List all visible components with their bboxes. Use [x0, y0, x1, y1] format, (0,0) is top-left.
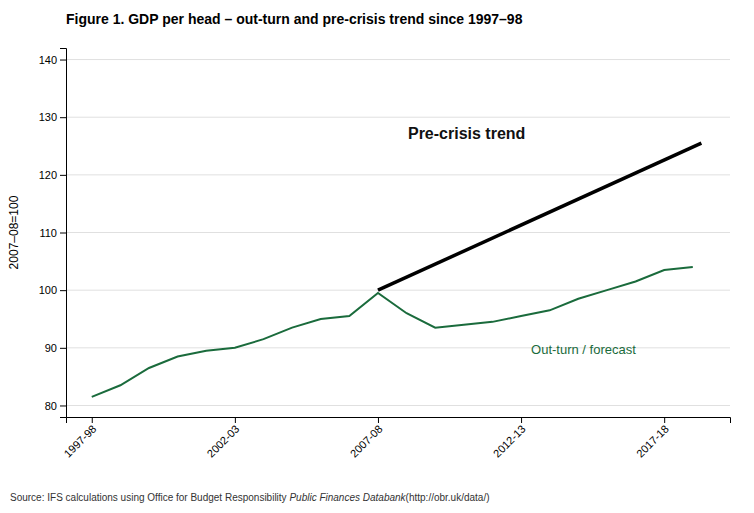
x-tick: 2012-13: [491, 417, 528, 460]
title: Figure 1. GDP per head – out-turn and pr…: [66, 11, 523, 27]
annotations: Out-turn / forecast Pre-crisis trend: [408, 125, 636, 357]
x-axis: 1997-98 2002-03 2007-08 2012-13 2017-18: [61, 417, 730, 460]
y-tick: 110: [39, 227, 66, 239]
x-tick-mark: [92, 417, 93, 423]
x-tick-label: 2012-13: [491, 423, 528, 460]
y-tick-mark: [60, 348, 66, 349]
chart: 1997-98 2002-03 2007-08 2012-13 2017-18 80 90 1…: [0, 0, 754, 513]
annotation: Pre-crisis trend: [408, 125, 525, 142]
x-axis-line: [67, 418, 731, 424]
y-tick: 80: [45, 399, 66, 411]
x-tick: 1997-98: [61, 417, 98, 460]
x-tick-mark: [664, 417, 665, 423]
x-tick-label: 2007-08: [348, 423, 385, 460]
source-part: (http://obr.uk/data/): [406, 492, 490, 503]
y-tick-mark: [60, 117, 66, 118]
x-tick-mark: [235, 417, 236, 423]
x-tick: 2002-03: [205, 417, 242, 460]
x-tick-mark: [521, 417, 522, 423]
annotation: Out-turn / forecast: [531, 342, 636, 357]
y-axis: 80 90 100 110 120 130 140: [39, 49, 67, 418]
grid-line: [66, 59, 730, 60]
y-tick-label: 110: [39, 227, 57, 239]
x-tick-mark: [378, 417, 379, 423]
x-tick: 2017-18: [634, 417, 671, 460]
x-tick: 2007-08: [348, 417, 385, 460]
series-line: [378, 143, 701, 290]
y-tick: 120: [39, 169, 66, 181]
y-tick: 90: [45, 342, 66, 354]
source: Source: IFS calculations using Office fo…: [10, 492, 490, 503]
grid: [66, 60, 730, 406]
grid-line: [66, 290, 730, 291]
y-tick-label: 120: [39, 169, 57, 181]
y-tick-label: 140: [39, 54, 57, 66]
y-tick-mark: [60, 175, 66, 176]
y-tick: 100: [39, 284, 66, 296]
grid-line: [66, 232, 730, 233]
y-tick-label: 130: [39, 111, 57, 123]
x-tick-label: 1997-98: [61, 423, 98, 460]
source-part: Public Finances Databank: [289, 492, 406, 503]
y-axis-line: [60, 49, 67, 418]
y-tick-mark: [60, 405, 66, 406]
y-axis-title: 2007–08=100: [7, 195, 21, 269]
x-tick-label: 2002-03: [205, 423, 242, 460]
y-tick-mark: [60, 60, 66, 61]
y-tick-label: 100: [39, 284, 57, 296]
y-tick: 130: [39, 111, 66, 123]
marks: [92, 143, 702, 397]
grid-line: [66, 405, 730, 406]
y-tick-label: 80: [45, 399, 57, 411]
series-line: [92, 267, 693, 397]
y-tick-mark: [60, 233, 66, 234]
source-part: Source: IFS calculations using Office fo…: [10, 492, 289, 503]
grid-line: [66, 117, 730, 118]
y-tick-mark: [60, 290, 66, 291]
y-tick: 140: [39, 54, 66, 66]
x-tick-label: 2017-18: [634, 423, 671, 460]
y-tick-label: 90: [45, 342, 57, 354]
